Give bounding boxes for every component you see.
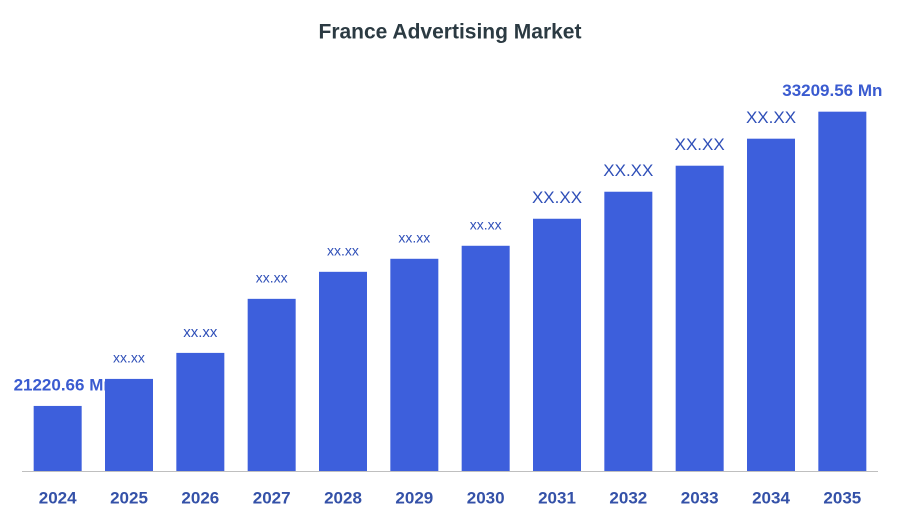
x-tick-label: 2027 (253, 488, 291, 507)
value-label: XX.XX (746, 108, 796, 127)
bar (818, 111, 867, 471)
value-label: 21220.66 Mn (14, 375, 114, 394)
bar (176, 352, 225, 471)
value-label: 33209.56 Mn (782, 81, 882, 100)
bar (319, 271, 367, 471)
x-tick-label: 2030 (467, 488, 505, 507)
value-label: xx.xx (256, 270, 288, 286)
x-tick-label: 2031 (538, 488, 576, 507)
x-tick-label: 2029 (395, 488, 433, 507)
bar (533, 218, 581, 471)
value-label: XX.XX (532, 188, 582, 207)
x-tick-label: 2033 (681, 488, 719, 507)
value-label: xx.xx (398, 229, 430, 245)
x-tick-label: 2032 (609, 488, 647, 507)
value-label: xx.xx (470, 216, 502, 232)
value-label: XX.XX (603, 161, 653, 180)
bar (33, 405, 82, 471)
bar (604, 191, 653, 471)
x-tick-label: 2024 (39, 488, 77, 507)
value-label: XX.XX (675, 135, 725, 154)
x-tick-label: 2034 (752, 488, 790, 507)
bar (105, 378, 153, 471)
x-tick-label: 2035 (823, 488, 861, 507)
value-label: xx.xx (327, 243, 359, 259)
bar (747, 138, 795, 471)
bar (675, 165, 724, 471)
x-tick-label: 2026 (181, 488, 219, 507)
value-label: xx.xx (113, 350, 145, 366)
bar (461, 245, 510, 471)
value-label: xx.xx (183, 324, 218, 341)
chart-title: France Advertising Market (319, 21, 582, 44)
x-tick-label: 2025 (110, 488, 148, 507)
bar (390, 258, 439, 471)
x-tick-label: 2028 (324, 488, 362, 507)
bar (247, 298, 296, 471)
